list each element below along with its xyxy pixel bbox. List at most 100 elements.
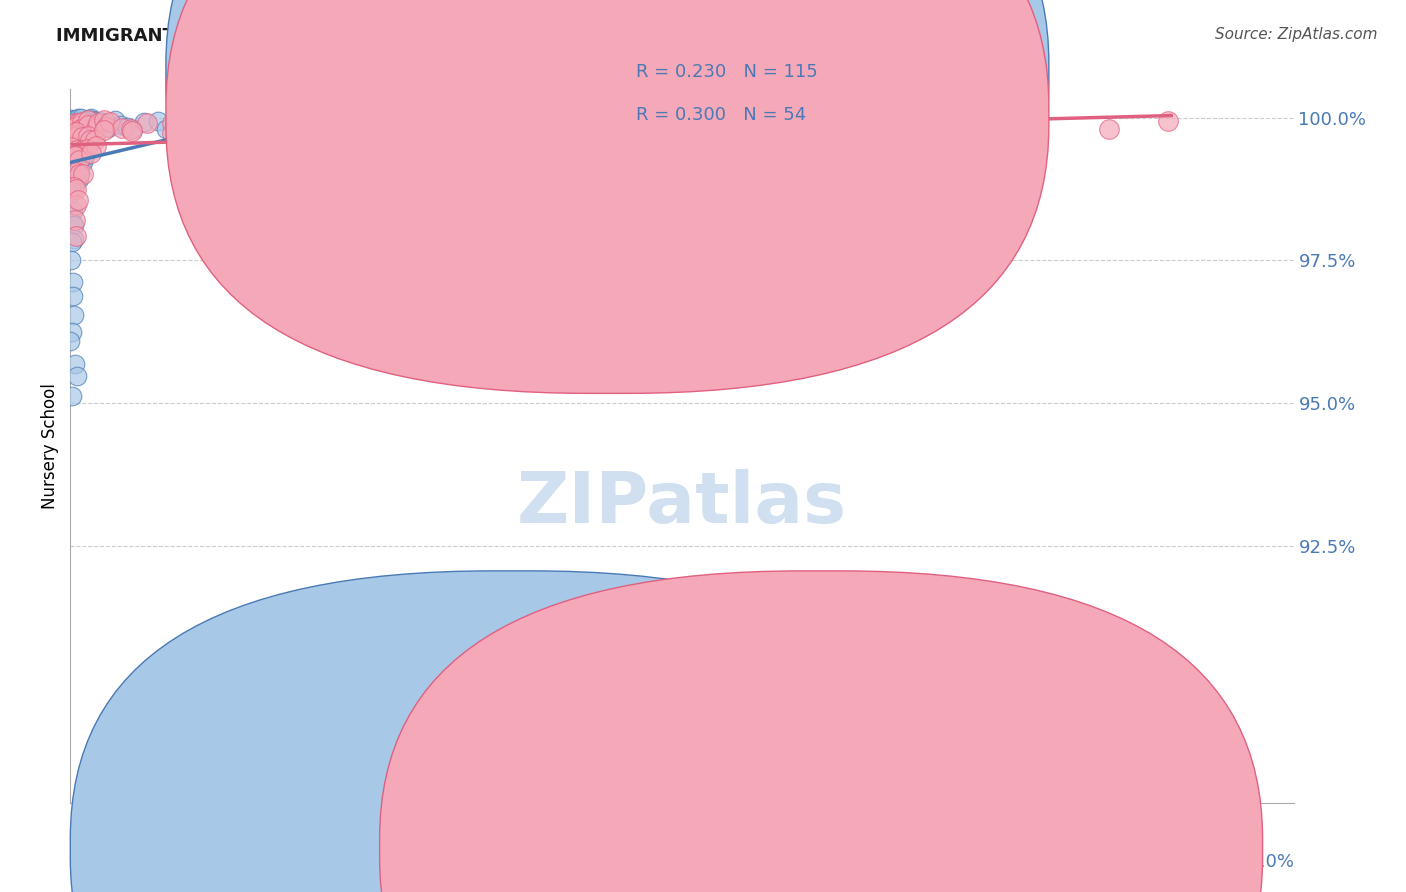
- Immigrants from Trinidad and Tobago: [63, 113, 86, 128]
- Immigrants from Trinidad and Tobago: [59, 112, 82, 127]
- Immigrants from Trinidad and Tobago: [66, 173, 89, 187]
- Belgians: [79, 133, 101, 147]
- Immigrants from Trinidad and Tobago: [80, 117, 103, 131]
- Immigrants from Trinidad and Tobago: [69, 130, 91, 145]
- Immigrants from Trinidad and Tobago: [60, 183, 83, 197]
- Belgians: [65, 149, 87, 163]
- Belgians: [65, 128, 87, 142]
- Immigrants from Trinidad and Tobago: [89, 115, 111, 129]
- Immigrants from Trinidad and Tobago: [110, 119, 132, 133]
- Immigrants from Trinidad and Tobago: [367, 118, 389, 132]
- Immigrants from Trinidad and Tobago: [70, 120, 93, 134]
- Belgians: [136, 116, 159, 130]
- Immigrants from Trinidad and Tobago: [167, 116, 190, 130]
- Immigrants from Trinidad and Tobago: [59, 173, 82, 187]
- Immigrants from Trinidad and Tobago: [67, 124, 90, 138]
- Immigrants from Trinidad and Tobago: [84, 113, 107, 128]
- Immigrants from Trinidad and Tobago: [72, 122, 94, 136]
- Belgians: [76, 142, 98, 156]
- Belgians: [121, 124, 143, 138]
- Immigrants from Trinidad and Tobago: [59, 334, 82, 348]
- Belgians: [84, 133, 107, 147]
- Immigrants from Trinidad and Tobago: [66, 128, 89, 143]
- Immigrants from Trinidad and Tobago: [242, 120, 264, 135]
- Immigrants from Trinidad and Tobago: [66, 120, 89, 135]
- Belgians: [70, 121, 93, 136]
- Immigrants from Trinidad and Tobago: [65, 120, 87, 134]
- Belgians: [66, 194, 89, 208]
- Immigrants from Trinidad and Tobago: [63, 122, 86, 136]
- Immigrants from Trinidad and Tobago: [73, 149, 96, 163]
- Belgians: [302, 111, 325, 125]
- Immigrants from Trinidad and Tobago: [104, 112, 127, 127]
- Belgians: [87, 116, 110, 130]
- Belgians: [160, 126, 183, 140]
- Belgians: [70, 130, 93, 145]
- Immigrants from Trinidad and Tobago: [60, 118, 83, 132]
- Immigrants from Trinidad and Tobago: [77, 132, 100, 146]
- Belgians: [65, 213, 87, 227]
- Immigrants from Trinidad and Tobago: [63, 126, 86, 140]
- Immigrants from Trinidad and Tobago: [179, 120, 201, 134]
- Immigrants from Trinidad and Tobago: [72, 154, 94, 169]
- Immigrants from Trinidad and Tobago: [67, 149, 90, 163]
- Immigrants from Trinidad and Tobago: [67, 112, 90, 127]
- Immigrants from Trinidad and Tobago: [76, 138, 98, 153]
- Belgians: [120, 121, 142, 136]
- Immigrants from Trinidad and Tobago: [72, 130, 94, 145]
- Belgians: [1098, 121, 1121, 136]
- Immigrants from Trinidad and Tobago: [72, 155, 94, 169]
- Immigrants from Trinidad and Tobago: [70, 132, 93, 146]
- Immigrants from Trinidad and Tobago: [96, 116, 118, 130]
- Belgians: [84, 120, 107, 135]
- Immigrants from Trinidad and Tobago: [62, 275, 84, 289]
- Immigrants from Trinidad and Tobago: [59, 188, 82, 202]
- Immigrants from Trinidad and Tobago: [60, 235, 83, 249]
- Belgians: [60, 140, 83, 154]
- Immigrants from Trinidad and Tobago: [62, 123, 84, 137]
- Belgians: [65, 119, 87, 133]
- Immigrants from Trinidad and Tobago: [122, 121, 145, 136]
- Immigrants from Trinidad and Tobago: [426, 112, 449, 126]
- Immigrants from Trinidad and Tobago: [77, 129, 100, 144]
- Immigrants from Trinidad and Tobago: [66, 368, 89, 383]
- Immigrants from Trinidad and Tobago: [62, 123, 84, 137]
- Immigrants from Trinidad and Tobago: [63, 172, 86, 186]
- Immigrants from Trinidad and Tobago: [77, 136, 100, 150]
- Immigrants from Trinidad and Tobago: [67, 119, 90, 133]
- Immigrants from Trinidad and Tobago: [82, 113, 104, 128]
- Immigrants from Trinidad and Tobago: [76, 126, 98, 140]
- Immigrants from Trinidad and Tobago: [63, 128, 86, 143]
- Immigrants from Trinidad and Tobago: [69, 133, 91, 147]
- Immigrants from Trinidad and Tobago: [65, 148, 87, 162]
- Immigrants from Trinidad and Tobago: [83, 114, 105, 128]
- Immigrants from Trinidad and Tobago: [67, 167, 90, 181]
- Immigrants from Trinidad and Tobago: [65, 146, 87, 161]
- Immigrants from Trinidad and Tobago: [70, 111, 93, 125]
- Belgians: [65, 148, 87, 162]
- Immigrants from Trinidad and Tobago: [63, 358, 86, 372]
- Belgians: [63, 121, 86, 136]
- Immigrants from Trinidad and Tobago: [60, 116, 83, 130]
- Immigrants from Trinidad and Tobago: [63, 218, 86, 232]
- Immigrants from Trinidad and Tobago: [60, 389, 83, 403]
- Belgians: [63, 180, 86, 194]
- Immigrants from Trinidad and Tobago: [87, 120, 110, 134]
- Immigrants from Trinidad and Tobago: [72, 115, 94, 129]
- Immigrants from Trinidad and Tobago: [117, 120, 139, 134]
- Belgians: [77, 112, 100, 127]
- Belgians: [65, 143, 87, 157]
- Immigrants from Trinidad and Tobago: [72, 117, 94, 131]
- Belgians: [976, 112, 998, 127]
- Immigrants from Trinidad and Tobago: [70, 136, 93, 151]
- Immigrants from Trinidad and Tobago: [63, 122, 86, 136]
- Immigrants from Trinidad and Tobago: [205, 115, 228, 129]
- Belgians: [70, 121, 93, 136]
- Belgians: [63, 115, 86, 129]
- Immigrants from Trinidad and Tobago: [75, 146, 97, 161]
- Immigrants from Trinidad and Tobago: [76, 120, 98, 134]
- Text: R = 0.230   N = 115: R = 0.230 N = 115: [636, 63, 817, 81]
- Belgians: [67, 153, 90, 168]
- Immigrants from Trinidad and Tobago: [62, 232, 84, 246]
- Immigrants from Trinidad and Tobago: [302, 114, 325, 128]
